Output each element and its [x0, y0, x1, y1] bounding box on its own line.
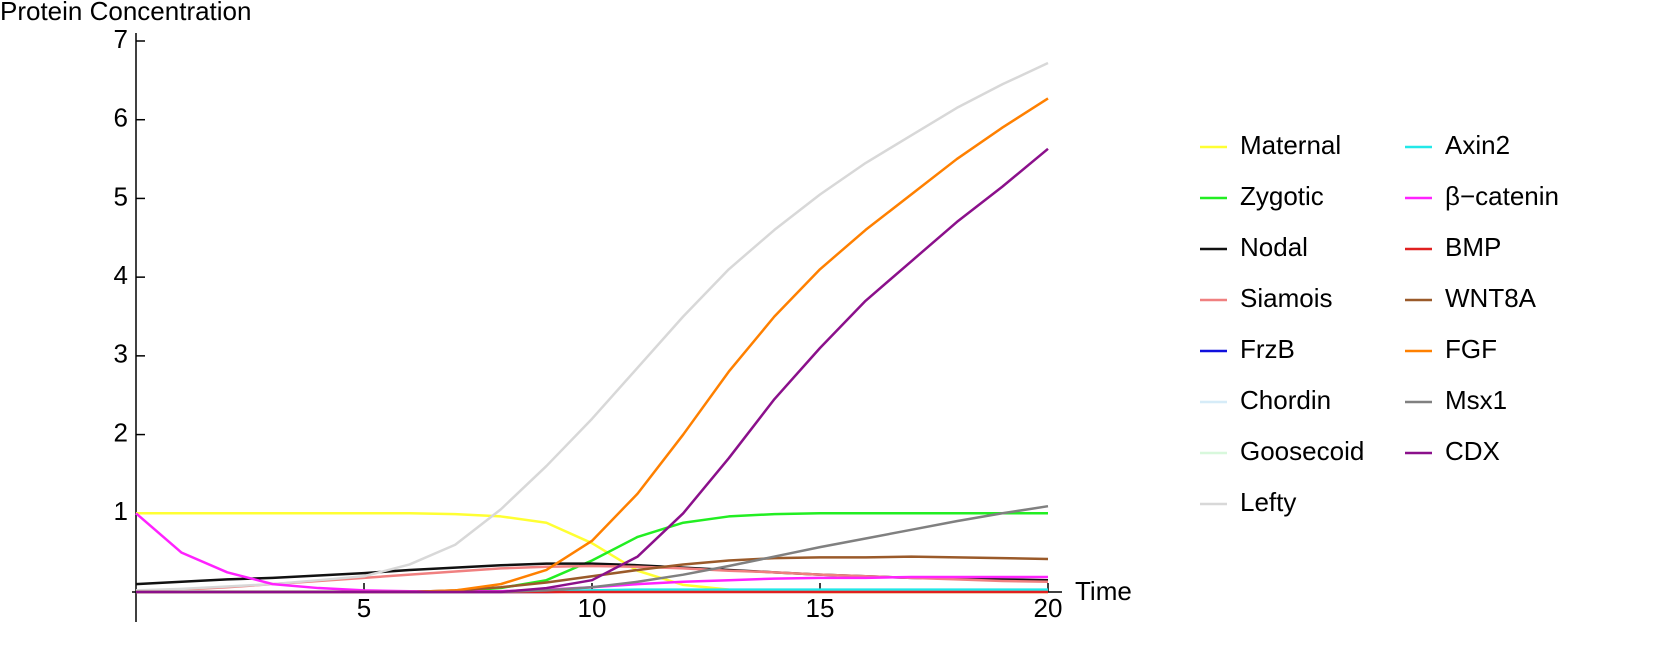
x-tick-label: 10	[578, 593, 607, 623]
legend-label: Zygotic	[1240, 181, 1324, 211]
legend-label: Siamois	[1240, 283, 1332, 313]
legend-label: FGF	[1445, 334, 1497, 364]
y-tick-label: 3	[114, 339, 128, 369]
x-axis-label: Time	[1075, 576, 1132, 606]
x-tick-label: 5	[357, 593, 371, 623]
legend-label: WNT8A	[1445, 283, 1537, 313]
legend-label: CDX	[1445, 436, 1500, 466]
legend-label: Lefty	[1240, 487, 1296, 517]
x-tick-label: 20	[1034, 593, 1063, 623]
legend-label: BMP	[1445, 232, 1501, 262]
series-line	[135, 61, 1049, 592]
y-tick-label: 5	[114, 181, 128, 211]
x-tick-label: 15	[806, 593, 835, 623]
y-tick-label: 1	[114, 496, 128, 526]
legend-label: Nodal	[1240, 232, 1308, 262]
series-line	[136, 97, 1049, 594]
legend-label: FrzB	[1240, 334, 1295, 364]
y-tick-label: 7	[114, 24, 128, 54]
legend-label: Goosecoid	[1240, 436, 1364, 466]
series-line	[136, 147, 1049, 594]
y-tick-label: 6	[114, 103, 128, 133]
legend-label: Msx1	[1445, 385, 1507, 415]
legend-label: Chordin	[1240, 385, 1331, 415]
legend-label: Axin2	[1445, 130, 1510, 160]
y-tick-label: 4	[114, 260, 128, 290]
y-axis-label: Protein Concentration	[0, 0, 251, 26]
legend-label: β−catenin	[1445, 181, 1559, 211]
y-tick-label: 2	[114, 417, 128, 447]
legend-label: Maternal	[1240, 130, 1341, 160]
